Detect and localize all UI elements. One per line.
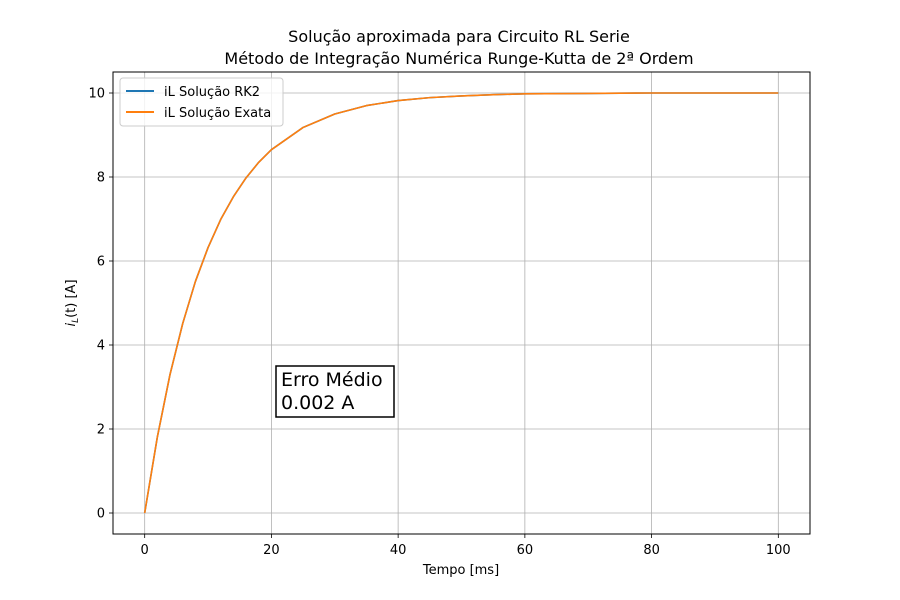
- y-tick-label: 8: [97, 171, 105, 186]
- y-tick-label: 2: [97, 423, 105, 438]
- annotation-box: Erro Médio 0.002 A: [275, 365, 395, 418]
- x-axis-ticks: 0 20 40 60 80 100: [141, 534, 791, 558]
- legend-box: [119, 77, 284, 127]
- plot-frame: [112, 71, 811, 535]
- legend-label-rk2: iL Solução RK2: [164, 85, 260, 100]
- y-axis-label-rest: (t) [A]: [64, 279, 79, 317]
- annotation-line-2: 0.002 A: [281, 392, 354, 414]
- plot-background: [113, 72, 810, 534]
- x-axis-label: Tempo [ms]: [422, 563, 499, 578]
- y-axis-label: iL(t) [A]: [64, 279, 81, 326]
- series-line-exata: [143, 92, 779, 514]
- legend-label-exata: iL Solução Exata: [164, 106, 271, 121]
- x-tick-label: 60: [517, 543, 534, 558]
- y-axis-label-main: i: [64, 323, 79, 327]
- y-tick-label: 6: [97, 255, 105, 270]
- x-tick-label: 0: [141, 543, 149, 558]
- legend: iL Solução RK2 iL Solução Exata: [119, 77, 284, 127]
- annotation-line-1: Erro Médio: [281, 369, 383, 391]
- chart-title-line-1: Solução aproximada para Circuito RL Seri…: [288, 27, 630, 46]
- y-axis-label-sub: L: [71, 318, 81, 323]
- chart-title-line-2: Método de Integração Numérica Runge-Kutt…: [224, 49, 693, 68]
- y-tick-label: 10: [88, 87, 105, 102]
- y-tick-label: 0: [97, 507, 105, 522]
- y-axis-ticks: 0 2 4 6 8 10: [88, 87, 113, 522]
- plot-area: 0 20 40 60 80 100 0 2 4 6 8 10: [88, 71, 811, 558]
- annotation-frame: [275, 365, 395, 418]
- x-tick-label: 40: [390, 543, 407, 558]
- series-lines: [143, 92, 779, 514]
- x-tick-label: 100: [766, 543, 791, 558]
- x-tick-label: 20: [263, 543, 280, 558]
- grid-lines: [113, 72, 810, 534]
- y-tick-label: 4: [97, 339, 105, 354]
- x-tick-label: 80: [643, 543, 660, 558]
